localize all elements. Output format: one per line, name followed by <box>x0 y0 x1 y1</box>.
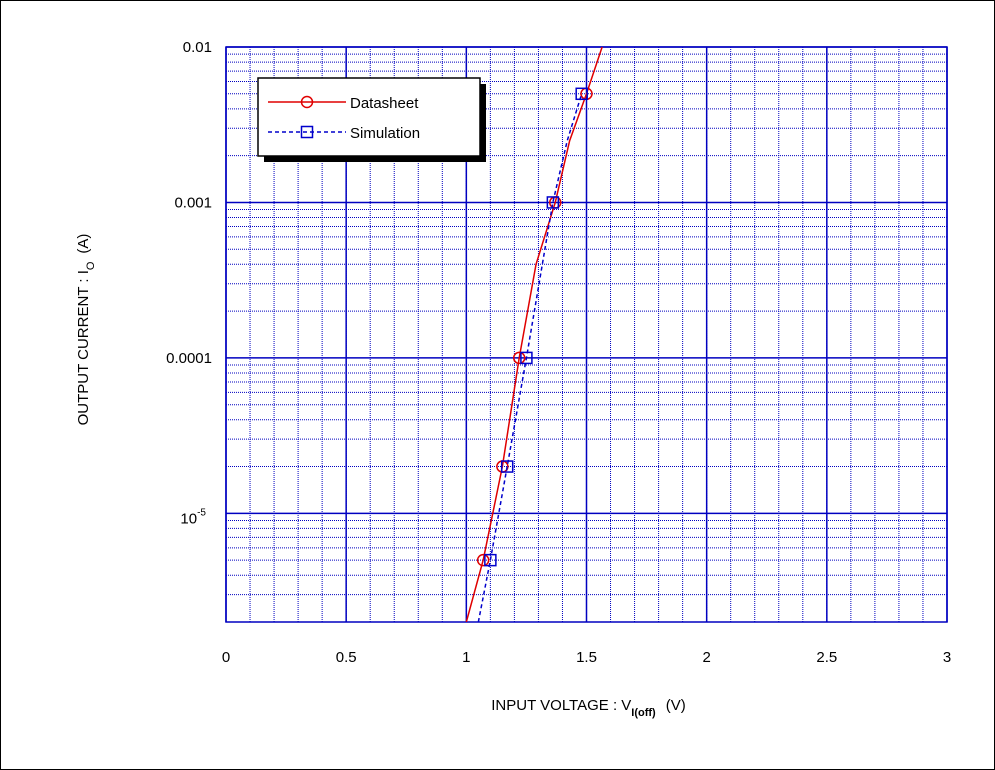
series-line <box>477 93 583 622</box>
y-tick-exp: -5 <box>197 507 206 518</box>
plot <box>465 47 603 622</box>
x-axis-label: INPUT VOLTAGE : VI(off) (V) <box>491 697 685 719</box>
marker <box>546 196 560 209</box>
x-tick-label: 2.5 <box>816 649 837 666</box>
y-label-sub: O <box>85 261 97 270</box>
series-line <box>465 47 603 622</box>
x-tick-label: 3 <box>943 649 951 666</box>
labels: 0 0.5 1 1.5 2 2.5 3 10-5 0.0001 0.001 0.01 INPUT VO… <box>75 39 951 719</box>
marker <box>512 351 526 365</box>
marker <box>300 95 314 109</box>
y-label-tail: (A) <box>75 234 92 254</box>
x-tick-label: 1.5 <box>576 649 597 666</box>
x-tick-label: 0.5 <box>336 649 357 666</box>
plot-border <box>225 46 948 623</box>
y-tick-label: 0.0001 <box>166 350 212 367</box>
x-label-sub: I(off) <box>631 707 656 719</box>
legend-box <box>257 77 481 157</box>
legend-label: Simulation <box>350 125 420 142</box>
y-label-main: OUTPUT CURRENT : I <box>75 270 92 425</box>
y-tick-label: 0.01 <box>183 39 212 56</box>
x-tick-label: 2 <box>702 649 710 666</box>
y-axis-label: OUTPUT CURRENT : IO (A) <box>75 234 97 426</box>
y-tick-label: 0.001 <box>174 194 212 211</box>
legend-label: Datasheet <box>350 95 419 112</box>
marker <box>500 460 514 473</box>
y-tick-base: 10 <box>180 510 197 527</box>
y-tick-label: 10-5 <box>180 507 206 527</box>
marker <box>520 351 533 365</box>
marker <box>476 553 490 567</box>
marker <box>484 553 497 567</box>
x-tick-label: 0 <box>222 649 230 666</box>
x-label-main: INPUT VOLTAGE : V <box>491 697 631 714</box>
marker <box>300 125 314 139</box>
x-tick-label: 1 <box>462 649 470 666</box>
legend: Datasheet Simulation <box>257 77 486 162</box>
x-label-tail: (V) <box>666 697 686 714</box>
marker <box>575 87 588 101</box>
